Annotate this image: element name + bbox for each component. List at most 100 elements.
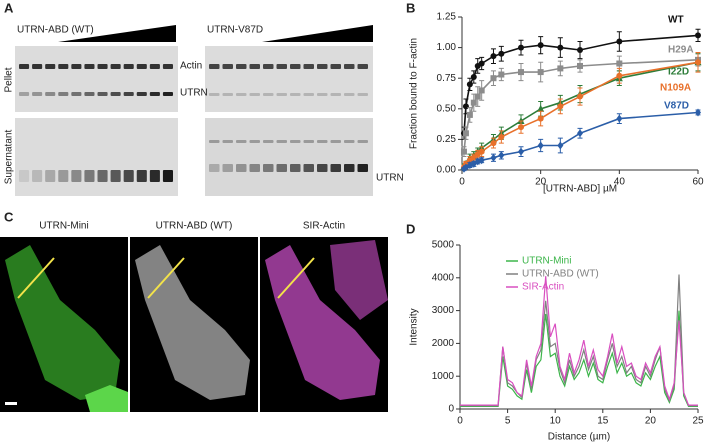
y-tick-label: 3000 [432,305,455,316]
micrograph-title: UTRN-Mini [39,221,88,232]
marker [462,130,469,137]
y-tick-label: 5000 [432,240,455,251]
x-tick-label: 25 [692,416,704,427]
gel-band [58,170,69,182]
y-tick-label: 1.25 [437,12,457,23]
gel-band [236,93,247,96]
marker [498,50,505,57]
marker [498,133,505,140]
gel-band [222,64,233,69]
marker [616,72,623,79]
gel-band [162,92,173,96]
gel-band [136,92,147,96]
marker [490,153,497,162]
marker [478,156,485,165]
gel-band [136,64,147,69]
gel-band [357,64,368,69]
gel-supernatant [205,118,373,196]
legend-label: I22D [668,67,689,78]
gel-band [162,64,173,69]
series-line [463,61,699,167]
band-label: UTRN [376,173,404,184]
gel-band [249,64,260,69]
gel-band [209,93,220,96]
y-tick-label: 1000 [432,371,455,382]
marker [470,99,477,106]
gel-band [317,64,328,69]
gel-band [19,92,30,96]
gel-band [344,64,355,69]
gel-band [97,92,108,96]
marker [478,148,485,155]
gel-band [276,140,287,143]
legend-label: SIR-Actin [522,282,564,293]
gel-band [357,93,368,96]
gel-band [32,92,43,96]
gel-band [303,93,314,96]
gel-band [209,140,220,143]
marker [470,73,477,80]
gel-band [236,140,247,143]
scale-bar [5,402,17,405]
legend-label: H29A [668,45,694,56]
panel-label: A [4,0,14,15]
gel-band [330,164,341,172]
legend-label: WT [668,15,684,26]
y-tick-label: 0.00 [437,165,457,176]
x-tick-label: 60 [692,177,704,188]
gel-band [236,64,247,69]
gel-band [263,164,274,172]
cell [330,240,388,320]
gel-band [290,140,301,143]
gel-band [263,93,274,96]
x-axis-label: [UTRN-ABD] µM [543,184,617,195]
gel-band [330,93,341,96]
gel-band [71,92,82,96]
marker [557,103,564,110]
y-tick-label: 2000 [432,338,455,349]
marker [537,69,544,76]
marker [616,38,623,45]
cell [85,385,128,412]
y-axis-label: Intensity [409,308,420,345]
marker [498,71,505,78]
gel-band [19,170,30,182]
band-label: UTRN [180,88,208,99]
panel-label: B [406,0,415,15]
gel-band [249,140,260,143]
x-tick-label: 20 [535,177,547,188]
marker [537,104,545,112]
gel-band [290,164,301,172]
gel-band [149,64,160,69]
legend-label: UTRN-Mini [522,256,571,267]
gel-band [209,164,220,172]
gel-band [162,170,173,182]
gel-band [19,64,30,69]
gel-band [357,164,368,172]
gel-band [110,92,121,96]
gel-band [222,164,233,172]
y-axis-label: Fraction bound to F-actin [409,38,420,149]
gel-band [276,64,287,69]
gel-band [222,93,233,96]
y-tick-label: 1.00 [437,42,457,53]
gel-title: UTRN-V87D [207,25,263,36]
gel-band [149,170,160,182]
gel-band [110,170,121,182]
marker [518,44,524,51]
gel-band [32,170,43,182]
panel-label: D [406,221,415,236]
gel-band [32,64,43,69]
gel-title: UTRN-ABD (WT) [17,25,94,36]
x-tick-label: 20 [645,416,657,427]
gradient-wedge [58,25,176,42]
gel-band [303,140,314,143]
y-tick-label: 0.75 [437,73,457,84]
y-tick-label: 0.50 [437,103,457,114]
gel-band [45,170,56,182]
gel-band [97,170,108,182]
gel-band [344,93,355,96]
gel-band [71,64,82,69]
x-tick-label: 5 [505,416,511,427]
gel-pellet [205,46,373,112]
